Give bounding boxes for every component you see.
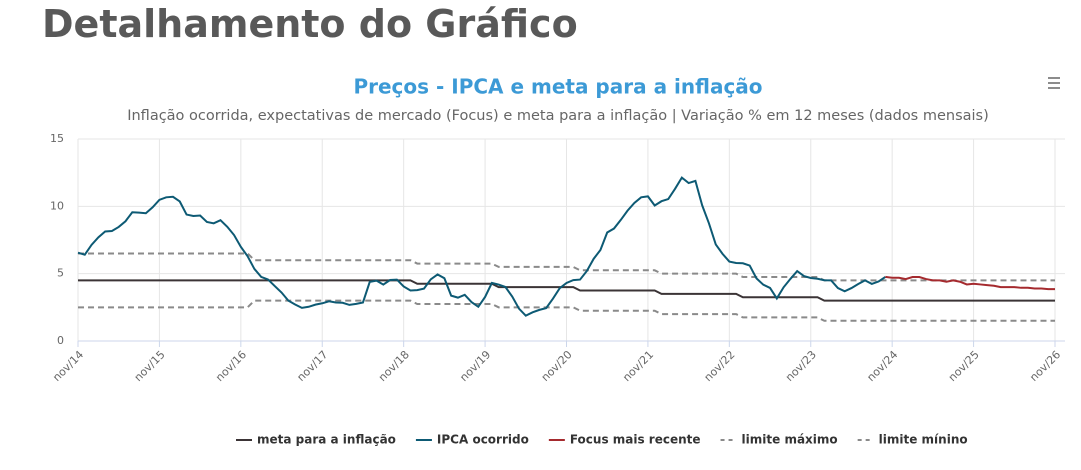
x-tick-label: nov/16 bbox=[213, 348, 249, 384]
legend-label: limite mínino bbox=[879, 433, 968, 447]
x-tick-label: nov/22 bbox=[702, 348, 738, 384]
menu-button[interactable] bbox=[1044, 74, 1064, 92]
menu-icon[interactable] bbox=[1048, 77, 1060, 89]
legend-item[interactable]: IPCA ocorrido bbox=[415, 433, 529, 447]
x-tick-label: nov/14 bbox=[50, 348, 86, 384]
legend-item[interactable]: Focus mais recente bbox=[548, 433, 701, 447]
x-tick-label: nov/18 bbox=[376, 348, 412, 384]
y-tick-label: 10 bbox=[50, 199, 64, 212]
legend-label: Focus mais recente bbox=[570, 433, 701, 447]
x-tick-label: nov/19 bbox=[457, 348, 493, 384]
legend: meta para a inflação IPCA ocorrido Focus m… bbox=[236, 433, 968, 447]
legend-label: limite máximo bbox=[742, 433, 838, 447]
legend-item[interactable]: meta para a inflação bbox=[236, 433, 396, 447]
x-tick-label: nov/25 bbox=[946, 348, 982, 384]
x-tick-label: nov/24 bbox=[864, 348, 900, 384]
page-title: Detalhamento do Gráfico bbox=[42, 2, 578, 46]
series-line bbox=[885, 275, 1055, 291]
x-tick-label: nov/15 bbox=[132, 348, 168, 384]
x-tick-label: nov/23 bbox=[783, 348, 819, 384]
x-tick-label: nov/17 bbox=[294, 348, 330, 384]
series-line bbox=[78, 252, 1055, 282]
y-tick-label: 5 bbox=[57, 267, 64, 280]
legend-item[interactable]: limite mínino bbox=[857, 433, 968, 447]
x-tick-label: nov/20 bbox=[539, 348, 575, 384]
series-line bbox=[77, 176, 886, 317]
chart-subtitle: Inflação ocorrida, expectativas de merca… bbox=[127, 108, 989, 124]
legend-label: meta para a inflação bbox=[257, 433, 396, 447]
x-tick-label: nov/26 bbox=[1027, 348, 1063, 384]
y-tick-label: 15 bbox=[50, 132, 64, 145]
x-tick-label: nov/21 bbox=[620, 348, 656, 384]
series-line bbox=[78, 279, 1055, 302]
y-tick-label: 0 bbox=[57, 334, 64, 347]
chart-title: Preços - IPCA e meta para a inflação bbox=[353, 75, 762, 99]
series-line bbox=[78, 299, 1055, 322]
legend-item[interactable]: limite máximo bbox=[720, 433, 838, 447]
legend-label: IPCA ocorrido bbox=[437, 433, 529, 447]
